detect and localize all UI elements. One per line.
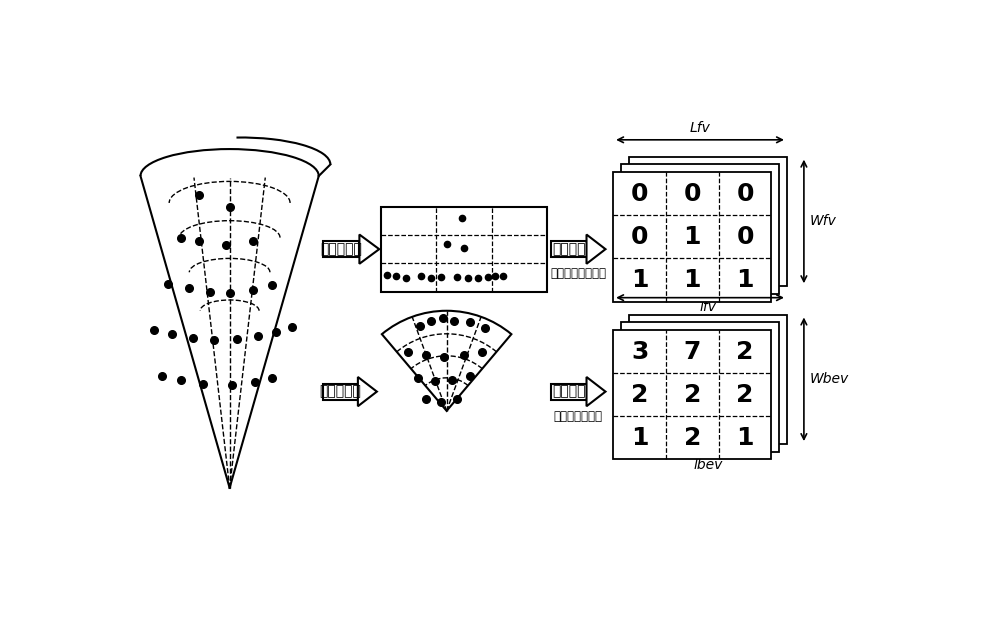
- Bar: [551, 241, 587, 258]
- Text: 特征统计: 特征统计: [552, 385, 586, 399]
- Polygon shape: [359, 235, 379, 264]
- Bar: [323, 241, 359, 258]
- Text: 7: 7: [684, 339, 701, 364]
- Bar: [551, 383, 587, 399]
- Polygon shape: [587, 235, 606, 264]
- Text: 1: 1: [631, 426, 648, 450]
- Text: lbev: lbev: [693, 458, 722, 472]
- Text: Lbev: Lbev: [683, 279, 717, 293]
- Text: 1: 1: [736, 268, 754, 292]
- Text: Lfv: Lfv: [690, 121, 710, 135]
- Bar: [629, 314, 787, 444]
- Text: 2: 2: [684, 383, 701, 406]
- Wedge shape: [382, 311, 511, 411]
- Text: 1: 1: [684, 225, 701, 249]
- Text: 2: 2: [631, 383, 648, 406]
- Text: 0: 0: [631, 181, 648, 206]
- Text: 1: 1: [684, 268, 701, 292]
- Text: Wfv: Wfv: [809, 215, 836, 228]
- Text: 2: 2: [736, 339, 754, 364]
- Text: 0: 0: [736, 181, 754, 206]
- Bar: [621, 322, 779, 452]
- Bar: [323, 383, 358, 399]
- Text: 俧视图映射: 俧视图映射: [319, 385, 361, 399]
- Text: 3: 3: [631, 339, 648, 364]
- Bar: [621, 164, 779, 294]
- Bar: [613, 172, 771, 302]
- Text: 以占据栊格图为例: 以占据栊格图为例: [550, 267, 606, 281]
- Bar: [629, 157, 787, 286]
- Text: Wbev: Wbev: [809, 373, 849, 387]
- Text: 2: 2: [736, 383, 754, 406]
- Text: 0: 0: [631, 225, 648, 249]
- Text: 以栊格点数为例: 以栊格点数为例: [554, 410, 603, 423]
- Text: 0: 0: [684, 181, 701, 206]
- Text: 2: 2: [684, 426, 701, 450]
- Polygon shape: [358, 377, 377, 406]
- Text: 0: 0: [736, 225, 754, 249]
- Text: 1: 1: [736, 426, 754, 450]
- Text: 1: 1: [631, 268, 648, 292]
- Bar: [381, 207, 547, 291]
- Text: 特征统计: 特征统计: [552, 242, 586, 256]
- Text: lfv: lfv: [699, 300, 716, 314]
- Text: 前视图映射: 前视图映射: [320, 242, 362, 256]
- Polygon shape: [587, 377, 606, 406]
- Bar: [613, 330, 771, 459]
